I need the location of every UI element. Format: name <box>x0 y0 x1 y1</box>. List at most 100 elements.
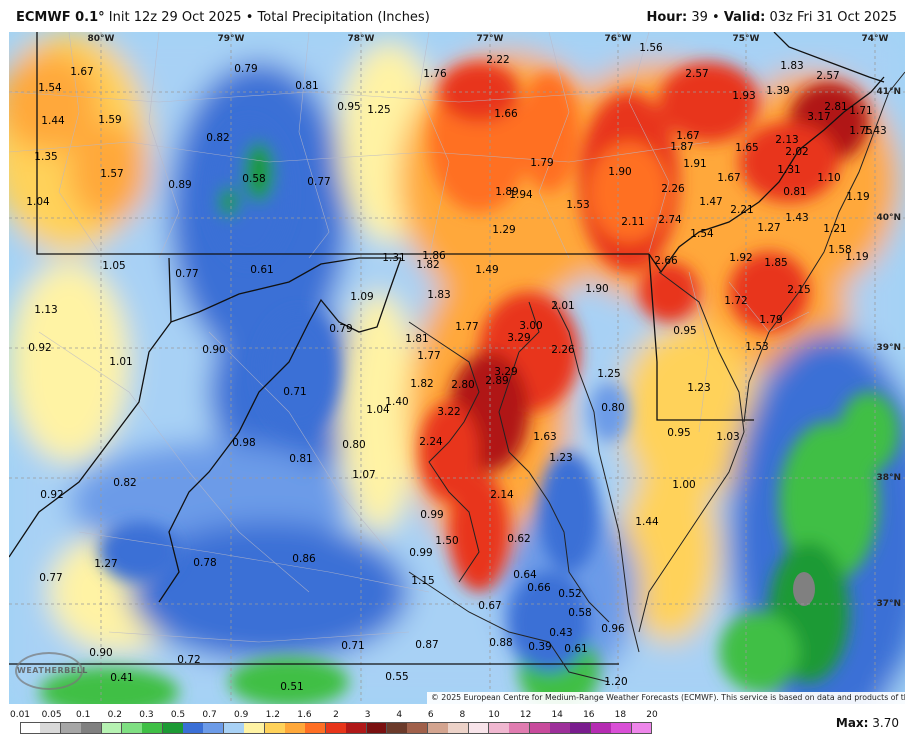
model-name: ECMWF 0.1 <box>16 10 99 25</box>
precip-label: 1.23 <box>687 381 711 394</box>
legend-swatch <box>162 722 184 734</box>
precip-label: 1.19 <box>846 190 870 203</box>
max-cell-spot <box>793 572 815 606</box>
legend-swatch <box>305 722 327 734</box>
precip-label: 0.92 <box>28 341 52 354</box>
precip-label: 1.03 <box>716 430 740 443</box>
precip-label: 0.92 <box>40 488 64 501</box>
hour-value: 39 <box>691 10 708 25</box>
county-lines <box>9 32 810 643</box>
legend-tick-label: 1.6 <box>297 710 312 720</box>
legend-tick-label: 0.7 <box>202 710 217 720</box>
precip-label: 0.81 <box>783 185 807 198</box>
precip-label: 1.79 <box>759 313 783 326</box>
precip-label: 1.59 <box>98 113 122 126</box>
legend-tick-label: 2 <box>333 710 339 720</box>
precip-label: 1.53 <box>566 198 590 211</box>
precip-label: 3.29 <box>507 331 531 344</box>
precip-label: 1.58 <box>828 243 852 256</box>
precip-label: 1.04 <box>366 403 390 416</box>
precip-label: 2.81 <box>824 100 848 113</box>
precip-label: 0.95 <box>337 100 361 113</box>
precip-label: 0.55 <box>385 670 409 683</box>
lon-label-75w: 75°W <box>732 34 760 44</box>
precip-label: 3.17 <box>807 110 831 123</box>
precip-label: 1.09 <box>350 290 374 303</box>
precip-label: 2.21 <box>730 203 754 216</box>
precip-label: 0.71 <box>341 639 365 652</box>
lon-label-79w: 79°W <box>217 34 245 44</box>
hour-label: Hour: <box>646 10 688 25</box>
precip-label: 1.66 <box>494 107 518 120</box>
precip-label: 1.44 <box>41 114 65 127</box>
precip-label: 1.04 <box>26 195 50 208</box>
legend-tick-label: 0.3 <box>139 710 154 720</box>
legend-swatch <box>550 722 571 734</box>
legend-swatch <box>20 722 41 734</box>
precip-label: 0.95 <box>667 426 691 439</box>
degree-sign: ° <box>98 10 105 25</box>
precip-label: 2.26 <box>661 182 685 195</box>
precip-label: 0.51 <box>280 680 304 693</box>
precip-label: 1.89 <box>495 185 519 198</box>
legend-tick-label: 1.2 <box>265 710 280 720</box>
legend-swatch <box>570 722 592 734</box>
precip-label: 0.99 <box>420 508 444 521</box>
precip-label: 1.23 <box>549 451 573 464</box>
lat-label-40n: 40°N <box>876 213 901 223</box>
legend-tick-label: 20 <box>646 710 658 720</box>
precip-label: 2.02 <box>785 145 809 158</box>
lat-label-41n: 41°N <box>876 87 901 97</box>
precip-label: 1.29 <box>492 223 516 236</box>
precip-label: 1.31 <box>382 251 406 264</box>
precip-label: 1.57 <box>100 167 124 180</box>
legend-tick-label: 14 <box>551 710 563 720</box>
precip-label: 0.80 <box>342 438 366 451</box>
precip-label: 1.72 <box>724 294 748 307</box>
lon-label-77w: 77°W <box>476 34 504 44</box>
precip-label: 2.57 <box>816 69 840 82</box>
precip-label: 0.72 <box>177 653 201 666</box>
state-borders <box>9 32 885 665</box>
precip-label: 1.92 <box>729 251 753 264</box>
precip-label: 1.93 <box>732 89 756 102</box>
precip-label: 1.77 <box>455 320 479 333</box>
precip-label: 1.43 <box>863 124 887 137</box>
precip-label: 0.99 <box>409 546 433 559</box>
precip-label: 1.86 <box>422 249 446 262</box>
precip-label: 3.29 <box>494 365 518 378</box>
legend-swatch <box>223 722 245 734</box>
lon-label-78w: 78°W <box>347 34 375 44</box>
precip-label: 0.96 <box>601 622 625 635</box>
precip-label: 0.43 <box>549 626 573 639</box>
init-time: Init 12z 29 Oct 2025 <box>108 10 242 25</box>
precip-label: 1.07 <box>352 468 376 481</box>
legend-swatch <box>325 722 347 734</box>
precip-label: 0.61 <box>564 642 588 655</box>
precip-label: 0.79 <box>329 322 353 335</box>
legend-swatch <box>611 722 633 734</box>
precip-label: 0.95 <box>673 324 697 337</box>
right-bullet: • <box>712 10 720 25</box>
precip-label: 1.43 <box>785 211 809 224</box>
precip-label: 1.90 <box>608 165 632 178</box>
legend-swatch <box>468 722 490 734</box>
copyright-notice: © 2025 European Centre for Medium-Range … <box>427 692 905 704</box>
valid-label: Valid: <box>723 10 766 25</box>
precip-label: 1.19 <box>845 250 869 263</box>
precip-label: 0.86 <box>292 552 316 565</box>
precip-label: 1.01 <box>109 355 133 368</box>
legend-swatch <box>427 722 449 734</box>
coastlines <box>408 71 905 683</box>
precip-label: 1.83 <box>780 59 804 72</box>
precip-label: 2.01 <box>551 299 575 312</box>
precip-label: 1.65 <box>735 141 759 154</box>
precip-label: 0.81 <box>289 452 313 465</box>
precip-label: 0.58 <box>242 172 266 185</box>
precip-label: 3.00 <box>519 319 543 332</box>
precip-label: 1.47 <box>699 195 723 208</box>
precip-label: 2.14 <box>490 488 514 501</box>
legend-swatch <box>386 722 408 734</box>
legend-swatch <box>346 722 368 734</box>
precip-label: 2.80 <box>451 378 475 391</box>
